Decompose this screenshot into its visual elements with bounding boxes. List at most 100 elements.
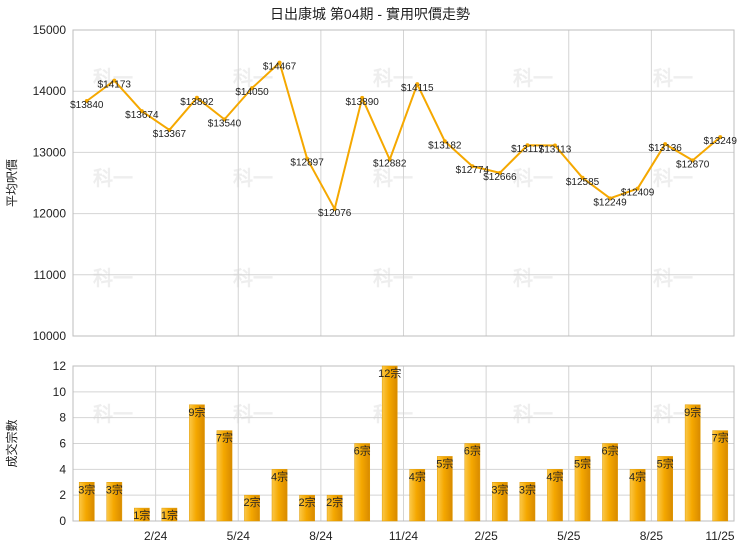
volume-y-tick-label: 0 <box>59 514 66 528</box>
volume-data-label: 5宗 <box>574 456 591 470</box>
volume-bar <box>684 404 701 522</box>
price-watermark: 科一 <box>373 266 413 290</box>
price-point <box>277 60 282 65</box>
chart-title: 日出康城 第04期 - 實用呎價走勢 <box>270 6 470 22</box>
price-point <box>222 117 227 122</box>
volume-data-label: 4宗 <box>629 469 646 483</box>
price-watermark: 科一 <box>233 266 273 290</box>
price-point <box>497 170 502 175</box>
volume-bar <box>299 494 315 522</box>
volume-bar <box>712 430 729 522</box>
volume-data-label: 6宗 <box>464 444 481 458</box>
price-y-tick-label: 11000 <box>34 268 67 282</box>
price-point <box>442 139 447 144</box>
volume-watermark: 科一 <box>513 402 553 426</box>
volume-data-label: 3宗 <box>491 482 508 496</box>
price-watermark: 科一 <box>373 166 413 190</box>
price-point <box>552 143 557 148</box>
price-y-tick-label: 13000 <box>33 145 67 159</box>
price-series-line <box>86 61 721 210</box>
price-data-label: $12076 <box>318 208 352 219</box>
price-plot-frame <box>72 29 735 337</box>
volume-data-label: 1宗 <box>133 508 150 522</box>
price-point <box>580 175 585 180</box>
volume-data-label: 2宗 <box>299 495 316 509</box>
volume-y-axis-label: 成交宗數 <box>4 419 19 467</box>
volume-bar <box>547 469 563 522</box>
volume-bar <box>492 482 508 522</box>
price-watermark: 科一 <box>513 266 553 290</box>
volume-data-label: 5宗 <box>436 456 453 470</box>
price-watermark: 科一 <box>653 266 693 290</box>
price-point <box>84 98 89 103</box>
price-data-label: $14115 <box>401 83 434 94</box>
volume-bar <box>161 507 178 522</box>
price-data-label: $12249 <box>593 197 627 208</box>
price-point <box>525 143 530 148</box>
volume-y-tick-label: 10 <box>53 385 67 399</box>
volume-bar <box>409 469 426 522</box>
price-data-label: $12585 <box>566 177 600 188</box>
volume-data-label: 3宗 <box>78 482 95 496</box>
volume-data-label: 6宗 <box>354 444 371 458</box>
volume-bar-panel: 科一科一科一科一科一024681012成交宗數3宗3宗1宗1宗9宗7宗2宗4宗2… <box>4 359 735 543</box>
volume-data-label: 6宗 <box>602 444 619 458</box>
price-watermark: 科一 <box>93 266 133 290</box>
volume-y-tick-label: 12 <box>53 359 67 373</box>
price-y-tick-label: 14000 <box>33 84 67 98</box>
volume-data-label: 7宗 <box>712 431 729 445</box>
volume-bar <box>602 443 618 522</box>
volume-bar <box>354 443 371 522</box>
price-point <box>718 135 723 140</box>
price-point <box>332 206 337 211</box>
price-watermark: 科一 <box>373 66 413 90</box>
price-point <box>690 158 695 163</box>
volume-bar <box>381 365 398 522</box>
price-data-label: $12882 <box>373 159 407 170</box>
price-data-label: $13182 <box>428 140 462 151</box>
volume-x-tick-label: 11/24 <box>389 529 418 543</box>
volume-x-tick-label: 11/25 <box>705 529 734 543</box>
volume-data-label: 9宗 <box>188 405 205 419</box>
price-point <box>663 142 668 147</box>
volume-bar <box>216 430 233 522</box>
price-point <box>360 95 365 100</box>
volume-bar <box>134 507 150 522</box>
volume-bar <box>574 456 591 522</box>
volume-x-tick-label: 5/25 <box>557 529 581 543</box>
volume-data-label: 2宗 <box>243 495 260 509</box>
price-point <box>387 157 392 162</box>
price-point <box>167 127 172 132</box>
price-data-label: $14173 <box>98 80 132 91</box>
price-data-label: $14050 <box>235 87 269 98</box>
volume-bar <box>189 404 205 522</box>
volume-bar <box>657 456 673 522</box>
price-watermark: 科一 <box>653 66 693 90</box>
price-point <box>305 156 310 161</box>
price-point <box>112 78 117 83</box>
price-data-label: $14467 <box>263 62 297 73</box>
volume-bar <box>629 469 646 522</box>
volume-y-tick-label: 6 <box>59 437 66 451</box>
volume-data-label: 3宗 <box>106 482 123 496</box>
price-data-label: $13117 <box>511 144 544 155</box>
price-y-tick-label: 10000 <box>33 329 67 343</box>
price-data-label: $13113 <box>539 144 572 155</box>
price-y-axis-label: 平均呎價 <box>5 159 19 207</box>
volume-x-tick-label: 2/25 <box>474 529 498 543</box>
price-point <box>139 109 144 114</box>
volume-x-tick-label: 8/25 <box>640 529 664 543</box>
volume-bar <box>326 494 343 522</box>
price-point <box>415 82 420 87</box>
volume-data-label: 9宗 <box>684 405 701 419</box>
volume-y-tick-label: 2 <box>59 488 66 502</box>
price-watermark: 科一 <box>513 66 553 90</box>
volume-x-tick-label: 2/24 <box>144 529 168 543</box>
volume-x-tick-label: 5/24 <box>227 529 251 543</box>
volume-bar <box>436 456 453 522</box>
price-watermark: 科一 <box>233 166 273 190</box>
price-data-label: $13249 <box>704 136 738 147</box>
volume-data-label: 2宗 <box>326 495 343 509</box>
